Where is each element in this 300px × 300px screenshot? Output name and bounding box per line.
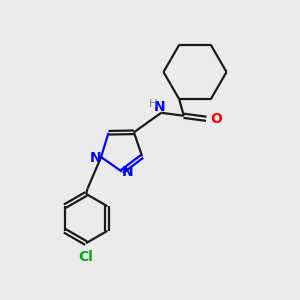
Text: N: N [89,151,101,165]
Text: N: N [122,165,134,179]
Text: Cl: Cl [79,250,94,264]
Text: N: N [154,100,166,114]
Text: H: H [149,99,157,110]
Text: O: O [210,112,222,126]
